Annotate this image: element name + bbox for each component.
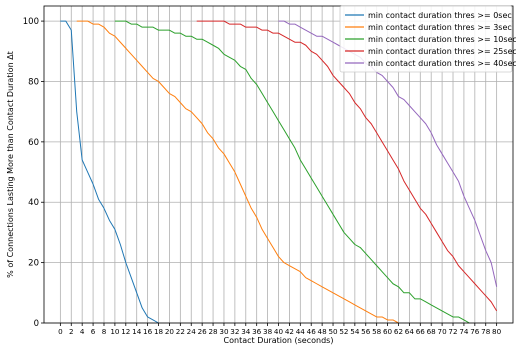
- x-tick-label: 44: [296, 327, 306, 336]
- legend-label: min contact duration thres >= 25sec: [368, 47, 516, 56]
- x-tick-label: 14: [132, 327, 142, 336]
- x-tick-label: 62: [394, 327, 403, 336]
- x-tick-label: 34: [241, 327, 251, 336]
- x-tick-label: 24: [187, 327, 197, 336]
- y-tick-label: 100: [23, 17, 39, 27]
- y-axis-ticks: 0 20 40 60 80 100: [23, 17, 44, 329]
- x-tick-label: 78: [481, 327, 491, 336]
- y-tick-label: 40: [28, 198, 39, 208]
- x-axis-ticks: 0 2 4 6 8 10 12 14 16 18 20 22 24 26 28 30 32 34 36 38 40 42 4…: [58, 323, 502, 336]
- y-tick-label: 0: [34, 319, 39, 329]
- x-tick-label: 52: [339, 327, 348, 336]
- series-line-3: [196, 20, 498, 312]
- x-tick-label: 72: [448, 327, 457, 336]
- x-tick-label: 28: [208, 327, 218, 336]
- legend-label: min contact duration thres >= 40sec: [368, 59, 516, 68]
- x-tick-label: 16: [143, 327, 153, 336]
- y-axis-label: % of Connections Lasting More than Conta…: [6, 51, 15, 278]
- x-tick-label: 36: [252, 327, 262, 336]
- x-tick-label: 64: [405, 327, 415, 336]
- x-tick-label: 4: [80, 327, 85, 336]
- x-tick-label: 38: [263, 327, 273, 336]
- x-tick-label: 40: [274, 327, 284, 336]
- x-tick-label: 56: [361, 327, 371, 336]
- x-tick-label: 68: [427, 327, 437, 336]
- x-tick-label: 50: [328, 327, 338, 336]
- legend-label: min contact duration thres >= 3sec: [368, 23, 512, 32]
- x-tick-label: 46: [307, 327, 317, 336]
- x-tick-label: 60: [383, 327, 393, 336]
- legend: min contact duration thres >= 0sec min co…: [339, 5, 516, 73]
- x-tick-label: 12: [121, 327, 130, 336]
- x-tick-label: 8: [102, 327, 107, 336]
- x-tick-label: 18: [154, 327, 164, 336]
- x-tick-label: 6: [91, 327, 96, 336]
- x-tick-label: 0: [58, 327, 63, 336]
- x-tick-label: 22: [176, 327, 185, 336]
- x-tick-label: 2: [69, 327, 74, 336]
- series-line-0: [60, 20, 159, 324]
- series-line-2: [114, 20, 470, 324]
- x-tick-label: 74: [459, 327, 469, 336]
- x-tick-label: 58: [372, 327, 382, 336]
- legend-label: min contact duration thres >= 0sec: [368, 11, 512, 20]
- series-line-1: [76, 20, 399, 324]
- x-tick-label: 20: [165, 327, 175, 336]
- legend-label: min contact duration thres >= 10sec: [368, 35, 516, 44]
- series-lines: [60, 20, 498, 324]
- x-tick-label: 70: [438, 327, 448, 336]
- x-tick-label: 26: [198, 327, 208, 336]
- x-tick-label: 32: [230, 327, 239, 336]
- series-line-4: [278, 20, 498, 287]
- legend-box: [339, 5, 513, 73]
- x-tick-label: 54: [350, 327, 360, 336]
- y-tick-label: 20: [28, 259, 39, 269]
- x-tick-label: 80: [492, 327, 502, 336]
- y-tick-label: 60: [28, 138, 39, 148]
- x-tick-label: 76: [470, 327, 480, 336]
- x-tick-label: 10: [110, 327, 120, 336]
- y-tick-label: 80: [28, 77, 39, 87]
- x-tick-label: 48: [318, 327, 328, 336]
- x-tick-label: 42: [285, 327, 294, 336]
- x-axis-label: Contact Duration (seconds): [224, 336, 334, 345]
- x-tick-label: 30: [219, 327, 229, 336]
- x-tick-label: 66: [416, 327, 426, 336]
